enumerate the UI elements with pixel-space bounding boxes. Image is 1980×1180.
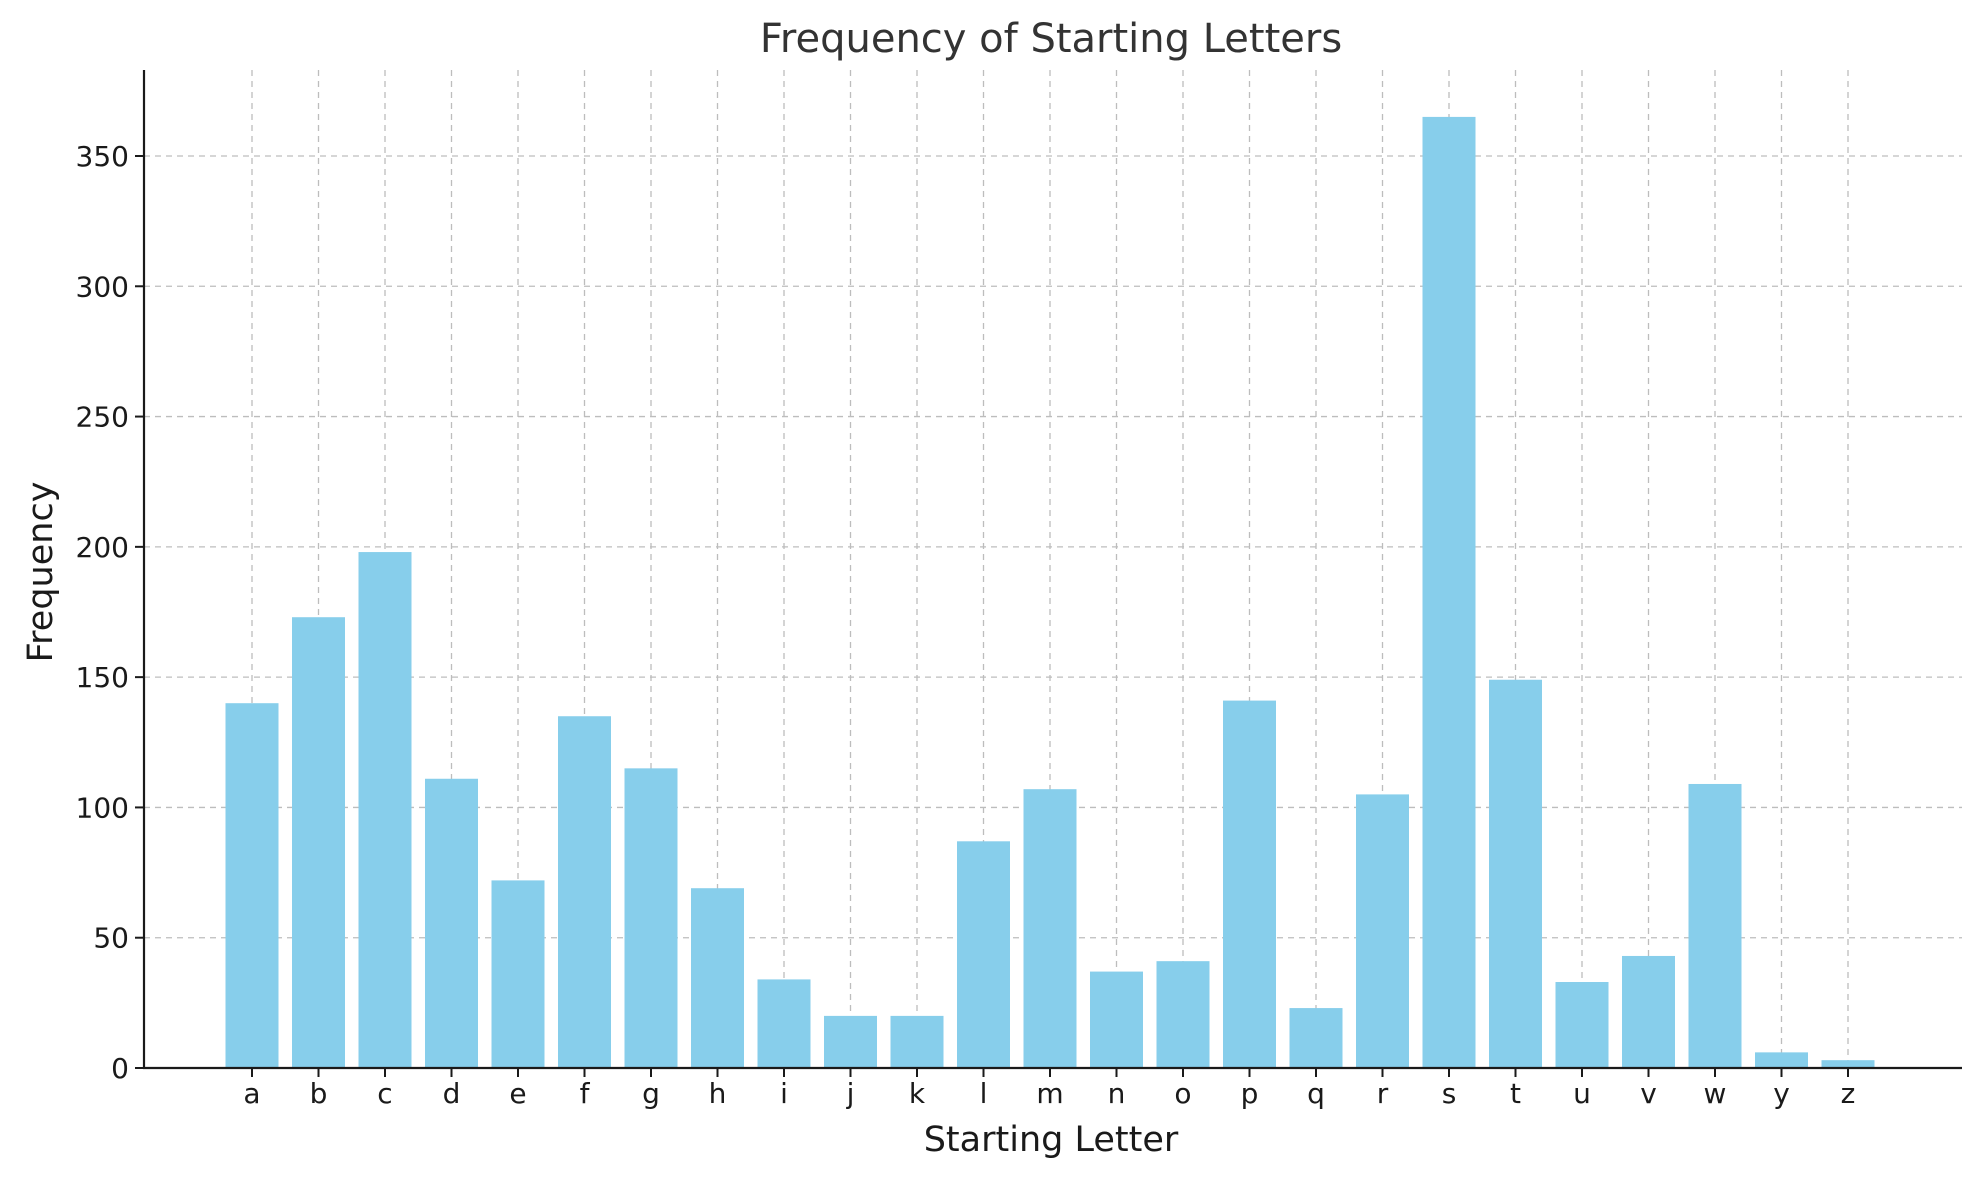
x-tick-label-e: e — [509, 1077, 526, 1110]
x-tick-label-u: u — [1573, 1077, 1591, 1110]
x-tick-label-q: q — [1307, 1077, 1325, 1110]
y-tick-label: 200 — [76, 531, 129, 564]
bar-c — [358, 552, 412, 1068]
y-tick-label: 100 — [76, 791, 129, 824]
bar-d — [425, 778, 478, 1068]
x-tick-label-d: d — [443, 1077, 461, 1110]
y-tick-label: 50 — [93, 922, 129, 955]
bar-i — [757, 979, 811, 1068]
x-tick-label-m: m — [1036, 1077, 1063, 1110]
y-tick-label: 350 — [76, 140, 129, 173]
bar-u — [1555, 982, 1609, 1068]
x-tick-label-n: n — [1108, 1077, 1126, 1110]
x-tick-label-f: f — [580, 1077, 591, 1110]
x-tick-label-t: t — [1510, 1077, 1521, 1110]
y-tick-label: 0 — [111, 1052, 129, 1085]
bar-o — [1156, 961, 1210, 1068]
bar-p — [1223, 700, 1276, 1068]
bar-r — [1356, 794, 1409, 1068]
x-tick-label-y: y — [1773, 1077, 1790, 1110]
bar-v — [1622, 955, 1675, 1068]
bar-z — [1821, 1060, 1875, 1068]
y-tick-label: 300 — [76, 270, 129, 303]
bar-w — [1688, 783, 1742, 1068]
x-axis-label: Starting Letter — [924, 1120, 1179, 1160]
x-tick-label-z: z — [1841, 1077, 1856, 1110]
chart-title: Frequency of Starting Letters — [760, 16, 1342, 62]
bar-m — [1023, 789, 1077, 1068]
y-tick-label: 150 — [76, 661, 129, 694]
y-tick-label: 250 — [76, 401, 129, 434]
x-tick-label-h: h — [709, 1077, 727, 1110]
x-tick-label-p: p — [1241, 1077, 1259, 1110]
bar-j — [824, 1015, 877, 1068]
x-tick-label-o: o — [1174, 1077, 1191, 1110]
bar-e — [491, 880, 545, 1068]
x-tick-label-r: r — [1377, 1077, 1389, 1110]
bar-l — [957, 841, 1010, 1068]
y-axis-ticks: 0 50 100 150 200 250 300 350 — [76, 140, 144, 1085]
x-tick-label-g: g — [642, 1077, 660, 1110]
bar-h — [691, 888, 744, 1068]
bar-s — [1422, 116, 1476, 1069]
grid-lines — [144, 70, 1962, 1069]
bar-q — [1289, 1008, 1343, 1068]
bar-b — [292, 617, 345, 1068]
bar-n — [1090, 971, 1143, 1068]
x-tick-label-c: c — [377, 1077, 392, 1110]
x-tick-label-b: b — [310, 1077, 328, 1110]
bar-t — [1489, 679, 1542, 1068]
bar-a — [225, 703, 279, 1068]
bar-k — [890, 1015, 944, 1068]
y-axis-label: Frequency — [21, 482, 61, 663]
x-tick-label-l: l — [980, 1077, 988, 1110]
bars — [225, 116, 1875, 1069]
x-tick-label-s: s — [1442, 1077, 1457, 1110]
x-tick-label-j: j — [846, 1077, 855, 1110]
x-tick-label-v: v — [1640, 1077, 1657, 1110]
x-tick-label-a: a — [243, 1077, 260, 1110]
bar-g — [624, 768, 678, 1068]
bar-y — [1755, 1052, 1808, 1068]
x-tick-label-i: i — [780, 1077, 788, 1110]
bar-f — [558, 716, 611, 1068]
x-tick-label-w: w — [1704, 1077, 1727, 1110]
x-tick-label-k: k — [909, 1077, 926, 1110]
